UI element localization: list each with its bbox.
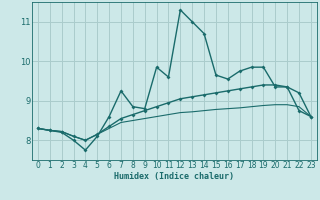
- X-axis label: Humidex (Indice chaleur): Humidex (Indice chaleur): [115, 172, 234, 181]
